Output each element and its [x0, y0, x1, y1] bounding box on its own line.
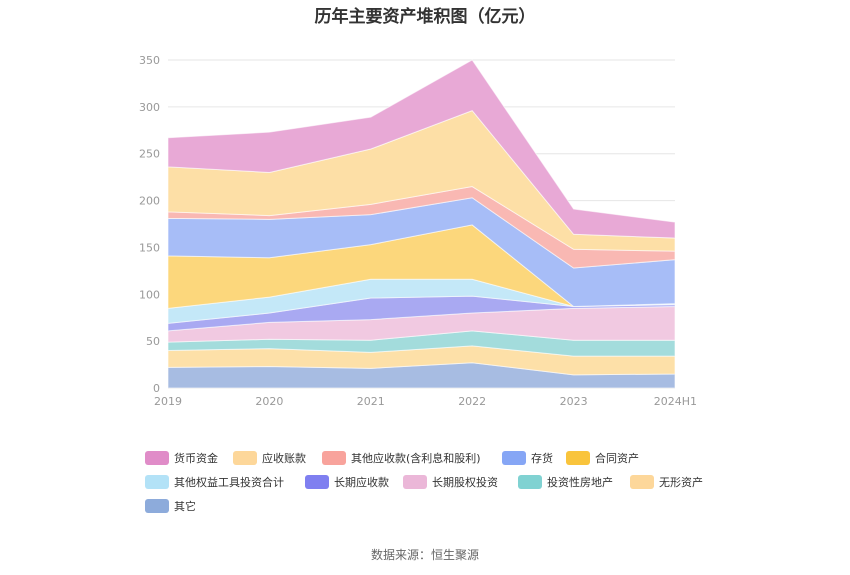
legend-label: 合同资产 — [595, 451, 639, 465]
legend-item[interactable]: 其他应收款(含利息和股利) — [322, 451, 481, 465]
legend-item[interactable]: 应收账款 — [233, 451, 306, 465]
legend-swatch — [145, 499, 169, 513]
legend-label: 货币资金 — [174, 451, 218, 465]
y-tick-label: 250 — [139, 148, 160, 161]
y-tick-label: 50 — [146, 335, 160, 348]
chart-title: 历年主要资产堆积图（亿元） — [314, 7, 536, 27]
area-series-货币资金[interactable] — [167, 59, 676, 239]
legend-swatch — [403, 475, 427, 489]
legend-label: 其他权益工具投资合计 — [174, 475, 284, 489]
data-source: 数据来源：恒生聚源 — [370, 548, 479, 562]
x-tick-label: 2021 — [357, 395, 385, 408]
y-tick-label: 100 — [139, 288, 160, 301]
legend-label: 投资性房地产 — [547, 475, 613, 489]
legend-swatch — [566, 451, 590, 465]
legend-swatch — [322, 451, 346, 465]
y-tick-label: 0 — [153, 382, 160, 395]
legend-item[interactable]: 无形资产 — [630, 475, 703, 489]
legend-swatch — [233, 451, 257, 465]
legend-item[interactable]: 合同资产 — [566, 451, 639, 465]
legend-item[interactable]: 长期股权投资 — [403, 475, 498, 489]
legend-swatch — [502, 451, 526, 465]
legend-label: 无形资产 — [659, 475, 703, 489]
legend-label: 应收账款 — [262, 451, 306, 465]
legend-swatch — [518, 475, 542, 489]
legend-item[interactable]: 货币资金 — [145, 451, 218, 465]
legend-item[interactable]: 投资性房地产 — [518, 475, 613, 489]
legend-swatch — [145, 451, 169, 465]
y-tick-label: 200 — [139, 195, 160, 208]
y-tick-label: 350 — [139, 54, 160, 67]
legend-item[interactable]: 存货 — [502, 451, 553, 465]
legend-label: 其它 — [174, 499, 196, 513]
y-tick-label: 300 — [139, 101, 160, 114]
x-tick-label: 2019 — [154, 395, 182, 408]
legend-swatch — [305, 475, 329, 489]
legend-label: 存货 — [531, 451, 553, 465]
legend-swatch — [630, 475, 654, 489]
area-series — [167, 59, 676, 389]
x-tick-label: 2024H1 — [654, 395, 697, 408]
legend-swatch — [145, 475, 169, 489]
legend-item[interactable]: 长期应收款 — [305, 475, 389, 489]
legend-label: 其他应收款(含利息和股利) — [351, 451, 481, 465]
x-tick-label: 2022 — [458, 395, 486, 408]
x-tick-label: 2020 — [255, 395, 283, 408]
x-tick-label: 2023 — [560, 395, 588, 408]
axes: 0 50 100 150 200 250 300 350 2019 2020 2021 2022 202… — [139, 54, 697, 408]
y-tick-label: 150 — [139, 241, 160, 254]
legend-item[interactable]: 其他权益工具投资合计 — [145, 475, 284, 489]
legend-item[interactable]: 其它 — [145, 499, 196, 513]
legend-label: 长期应收款 — [334, 475, 389, 489]
legend-label: 长期股权投资 — [432, 475, 498, 489]
